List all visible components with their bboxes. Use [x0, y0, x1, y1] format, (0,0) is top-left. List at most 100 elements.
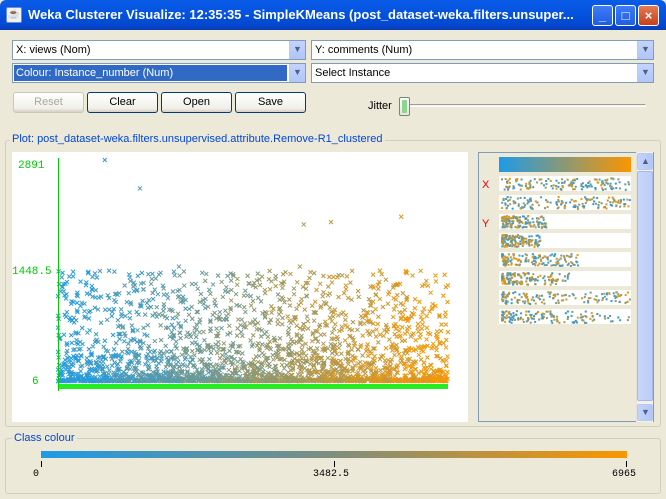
data-point[interactable]: [390, 314, 396, 320]
data-point[interactable]: [203, 296, 208, 302]
data-point[interactable]: [61, 378, 67, 384]
y-axis-select[interactable]: Y: comments (Num) ▼: [311, 40, 654, 60]
data-point[interactable]: [170, 308, 175, 314]
data-point[interactable]: [419, 283, 425, 289]
data-point[interactable]: [438, 328, 444, 334]
jitter-slider-thumb[interactable]: [399, 97, 410, 116]
data-point[interactable]: [391, 283, 396, 288]
data-point[interactable]: [146, 364, 152, 370]
data-point[interactable]: [345, 295, 351, 301]
data-point[interactable]: [88, 361, 93, 367]
data-point[interactable]: [117, 366, 122, 372]
data-point[interactable]: [441, 340, 446, 346]
data-point[interactable]: [214, 326, 219, 331]
data-point[interactable]: [169, 322, 175, 328]
data-point[interactable]: [238, 329, 244, 335]
data-point[interactable]: [376, 314, 381, 320]
data-point[interactable]: [271, 337, 277, 343]
data-point[interactable]: [273, 368, 279, 374]
data-point[interactable]: [130, 284, 136, 289]
data-point[interactable]: [316, 374, 322, 380]
data-point[interactable]: [182, 356, 188, 362]
data-point[interactable]: [176, 293, 182, 299]
data-point[interactable]: [335, 313, 341, 318]
data-point[interactable]: [262, 309, 268, 315]
data-point[interactable]: [387, 337, 392, 342]
data-point[interactable]: [428, 290, 433, 296]
data-point[interactable]: [85, 360, 90, 365]
data-point[interactable]: [259, 350, 265, 356]
data-point[interactable]: [251, 378, 256, 384]
data-point[interactable]: [378, 377, 384, 382]
data-point[interactable]: [240, 333, 245, 339]
data-point[interactable]: [398, 333, 403, 339]
data-point[interactable]: [150, 271, 155, 277]
data-point[interactable]: [200, 374, 206, 380]
data-point[interactable]: [438, 355, 443, 361]
data-point[interactable]: [394, 369, 400, 375]
data-point[interactable]: [404, 296, 410, 302]
data-point[interactable]: [180, 362, 186, 367]
data-point[interactable]: [93, 338, 99, 344]
data-point[interactable]: [445, 369, 450, 375]
data-point[interactable]: [411, 331, 416, 336]
data-point[interactable]: [215, 333, 221, 339]
data-point[interactable]: [110, 353, 116, 359]
data-point[interactable]: [122, 313, 128, 319]
data-point[interactable]: [370, 357, 376, 362]
data-point[interactable]: [362, 360, 368, 366]
data-point[interactable]: [286, 325, 292, 331]
data-point[interactable]: [398, 315, 404, 321]
data-point[interactable]: [425, 330, 431, 336]
data-point[interactable]: [129, 349, 134, 355]
data-point[interactable]: [337, 328, 342, 334]
data-point[interactable]: [254, 327, 260, 332]
data-point[interactable]: [389, 348, 395, 353]
data-point[interactable]: [311, 362, 317, 368]
data-point[interactable]: [210, 363, 216, 369]
data-point[interactable]: [165, 325, 171, 331]
data-point[interactable]: [250, 283, 256, 288]
data-point[interactable]: [350, 319, 356, 325]
data-point[interactable]: [259, 362, 264, 367]
data-point[interactable]: [145, 322, 151, 328]
data-point[interactable]: [73, 317, 79, 323]
data-point[interactable]: [153, 276, 159, 281]
data-point[interactable]: [155, 291, 161, 297]
data-point[interactable]: [351, 377, 356, 382]
data-point[interactable]: [230, 378, 235, 383]
data-point[interactable]: [345, 342, 351, 348]
data-point[interactable]: [217, 316, 223, 322]
open-button[interactable]: Open: [161, 92, 232, 113]
data-point[interactable]: [411, 348, 416, 353]
data-point[interactable]: [237, 373, 243, 379]
data-point[interactable]: [309, 303, 315, 309]
data-point[interactable]: [93, 295, 98, 300]
data-point[interactable]: [206, 287, 212, 293]
data-point[interactable]: [149, 276, 155, 282]
data-point[interactable]: [72, 347, 78, 352]
data-point[interactable]: [68, 332, 74, 338]
data-point[interactable]: [67, 317, 73, 323]
data-point[interactable]: [136, 312, 141, 317]
data-point[interactable]: [332, 348, 338, 354]
data-point[interactable]: [299, 347, 305, 352]
data-point[interactable]: [360, 333, 366, 338]
scatter-plot[interactable]: [12, 152, 468, 422]
data-point[interactable]: [363, 313, 369, 318]
data-point[interactable]: [170, 289, 176, 294]
data-point[interactable]: [63, 296, 69, 301]
data-point[interactable]: [161, 369, 167, 375]
data-point[interactable]: [126, 341, 131, 347]
data-point[interactable]: [260, 310, 266, 316]
data-point[interactable]: [326, 274, 332, 280]
data-point[interactable]: [223, 317, 229, 322]
data-point[interactable]: [358, 320, 363, 325]
data-point[interactable]: [403, 365, 409, 370]
data-point[interactable]: [350, 377, 356, 382]
data-point[interactable]: [318, 378, 324, 384]
data-point[interactable]: [199, 270, 205, 276]
data-point[interactable]: [318, 332, 324, 338]
data-point[interactable]: [204, 343, 210, 348]
data-point[interactable]: [140, 298, 145, 304]
